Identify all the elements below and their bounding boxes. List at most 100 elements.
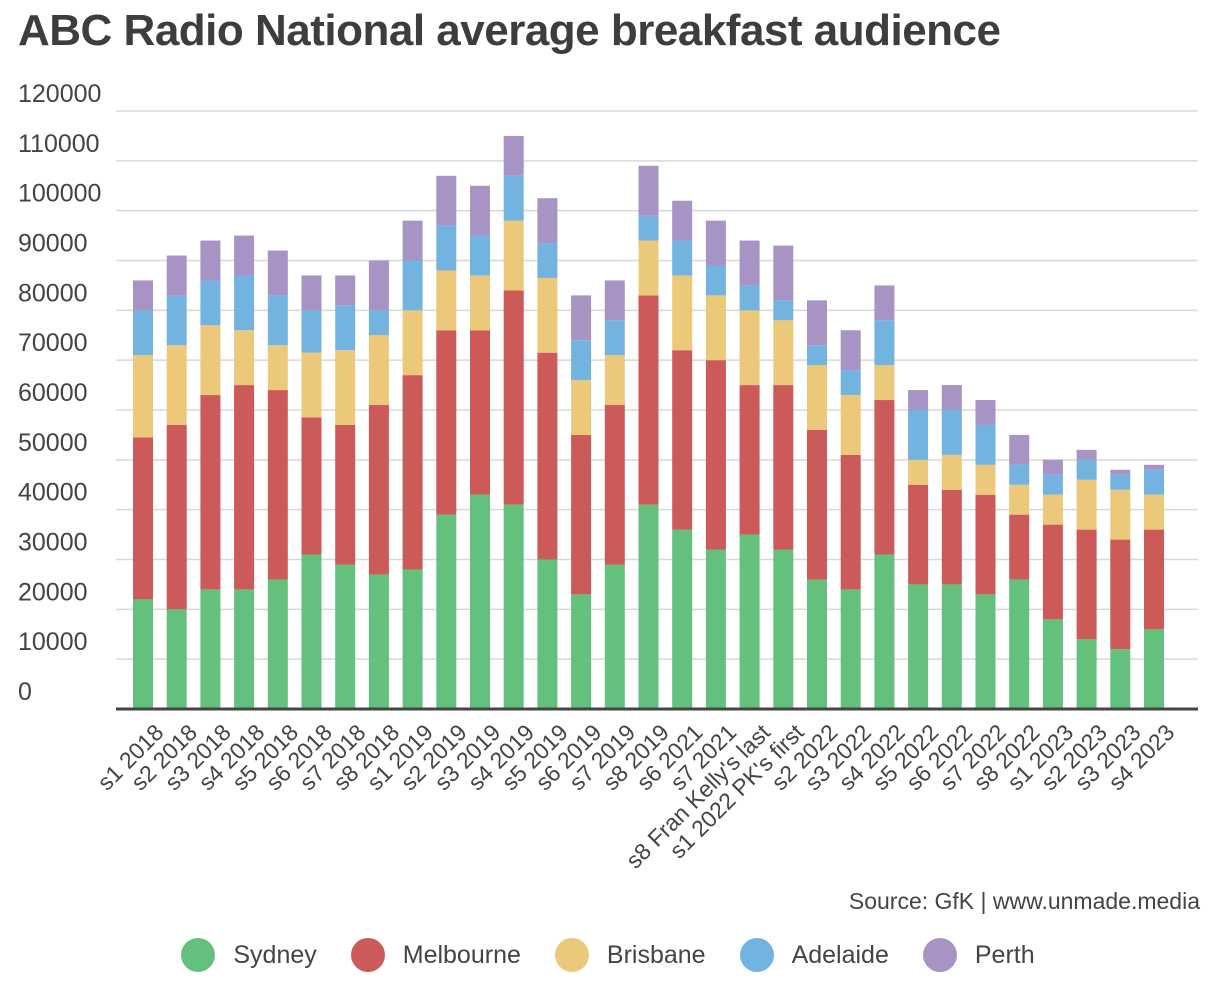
bar-segment-perth [739, 240, 760, 286]
bar-segment-brisbane [133, 355, 153, 438]
bar-segment-perth [267, 250, 288, 296]
bar-segment-melbourne [840, 454, 861, 590]
y-tick-label: 80000 [18, 279, 88, 307]
bar-segment-perth [368, 260, 389, 311]
bar-segment-adelaide [234, 275, 255, 331]
legend-label: Brisbane [606, 940, 706, 969]
bar-segment-sydney [773, 549, 794, 709]
bar-segment-sydney [503, 504, 524, 709]
bar-segment-perth [1042, 459, 1063, 475]
bar-segment-adelaide [672, 240, 693, 276]
bar-segment-perth [638, 165, 659, 216]
bar-segment-perth [133, 280, 153, 311]
bar-segment-adelaide [1144, 469, 1164, 495]
bar-segment-sydney [672, 529, 693, 709]
legend-label: Melbourne [402, 940, 521, 969]
bar-segment-melbourne [1009, 514, 1030, 580]
bar-segment-melbourne [503, 290, 524, 505]
bar-segment-sydney [234, 589, 255, 709]
bar-segment-brisbane [368, 335, 389, 406]
bar-segment-perth [941, 385, 962, 410]
bar-segment-brisbane [436, 270, 457, 331]
bar-segment-adelaide [571, 340, 592, 381]
bar-segment-brisbane [1009, 484, 1030, 515]
bar-segment-perth [470, 185, 490, 236]
y-tick-label: 10000 [18, 628, 88, 656]
bar-segment-melbourne [908, 484, 929, 585]
bar-segment-brisbane [335, 350, 356, 425]
bar-segment-sydney [1009, 579, 1030, 709]
bar-segment-sydney [1076, 639, 1097, 709]
bar-segment-melbourne [234, 385, 255, 590]
bar-segment-melbourne [301, 417, 322, 555]
bar-segment-perth [604, 280, 625, 321]
bar-segment-perth [503, 135, 524, 176]
bar-segment-sydney [335, 564, 356, 709]
bars [133, 135, 1164, 709]
legend: Sydney Melbourne Brisbane Adelaide Perth [0, 938, 1216, 972]
y-tick-label: 90000 [18, 230, 88, 258]
y-tick-label: 50000 [18, 429, 88, 457]
bar-segment-sydney [166, 609, 187, 709]
bar-segment-brisbane [941, 454, 962, 490]
y-axis-tick-labels: 0 10000 20000 30000 40000 50000 60000 70000 8000… [18, 80, 101, 706]
bar-segment-adelaide [908, 410, 929, 460]
bar-segment-perth [335, 275, 356, 306]
bar-segment-sydney [840, 589, 861, 709]
bar-segment-brisbane [200, 325, 221, 396]
bar-segment-melbourne [773, 385, 794, 550]
bar-segment-adelaide [1076, 459, 1097, 480]
bar-segment-brisbane [402, 310, 423, 376]
bar-segment-brisbane [840, 395, 861, 455]
bar-segment-adelaide [1009, 464, 1030, 485]
bar-segment-perth [200, 240, 221, 281]
legend-swatch [554, 938, 589, 972]
y-tick-label: 20000 [18, 578, 88, 606]
bar-segment-sydney [1144, 629, 1164, 709]
bar-segment-adelaide [133, 310, 153, 356]
bar-segment-adelaide [436, 225, 457, 271]
legend-swatch [181, 938, 216, 972]
bar-segment-adelaide [200, 280, 221, 326]
bar-segment-sydney [638, 504, 659, 709]
bar-segment-melbourne [1076, 529, 1097, 640]
bar-segment-melbourne [1144, 529, 1164, 630]
bar-segment-sydney [908, 584, 929, 709]
bar-segment-perth [874, 285, 895, 321]
bar-segment-perth [807, 300, 827, 346]
bar-segment-melbourne [368, 405, 389, 575]
bar-segment-sydney [1042, 619, 1063, 709]
source-note: Source: GfK | www.unmade.media [848, 888, 1200, 914]
bar-segment-brisbane [571, 380, 592, 435]
bar-segment-sydney [267, 579, 288, 709]
legend-label: Adelaide [791, 940, 889, 969]
y-tick-label: 0 [18, 678, 32, 706]
bar-segment-melbourne [807, 429, 827, 580]
bar-segment-adelaide [537, 243, 558, 278]
bar-segment-brisbane [301, 352, 322, 418]
bar-segment-sydney [571, 594, 592, 709]
bar-segment-melbourne [975, 494, 996, 595]
bar-segment-brisbane [1110, 489, 1131, 540]
bar-segment-adelaide [267, 295, 288, 346]
legend-item-brisbane: Brisbane [554, 938, 706, 972]
bar-segment-sydney [604, 564, 625, 709]
bar-segment-melbourne [166, 424, 187, 610]
bar-segment-sydney [368, 574, 389, 709]
legend-item-perth: Perth [922, 938, 1035, 972]
bar-segment-melbourne [874, 400, 895, 555]
bar-segment-perth [301, 275, 322, 311]
bar-segment-melbourne [672, 350, 693, 530]
bar-segment-brisbane [604, 355, 625, 406]
bar-segment-perth [672, 200, 693, 241]
legend-item-sydney: Sydney [181, 938, 317, 972]
bar-segment-adelaide [840, 370, 861, 396]
bar-segment-sydney [470, 494, 490, 709]
bar-segment-sydney [200, 589, 221, 709]
bar-segment-perth [402, 220, 423, 261]
bar-segment-brisbane [739, 310, 760, 386]
bar-segment-melbourne [267, 390, 288, 580]
bar-segment-brisbane [166, 345, 187, 425]
bar-segment-sydney [975, 594, 996, 709]
